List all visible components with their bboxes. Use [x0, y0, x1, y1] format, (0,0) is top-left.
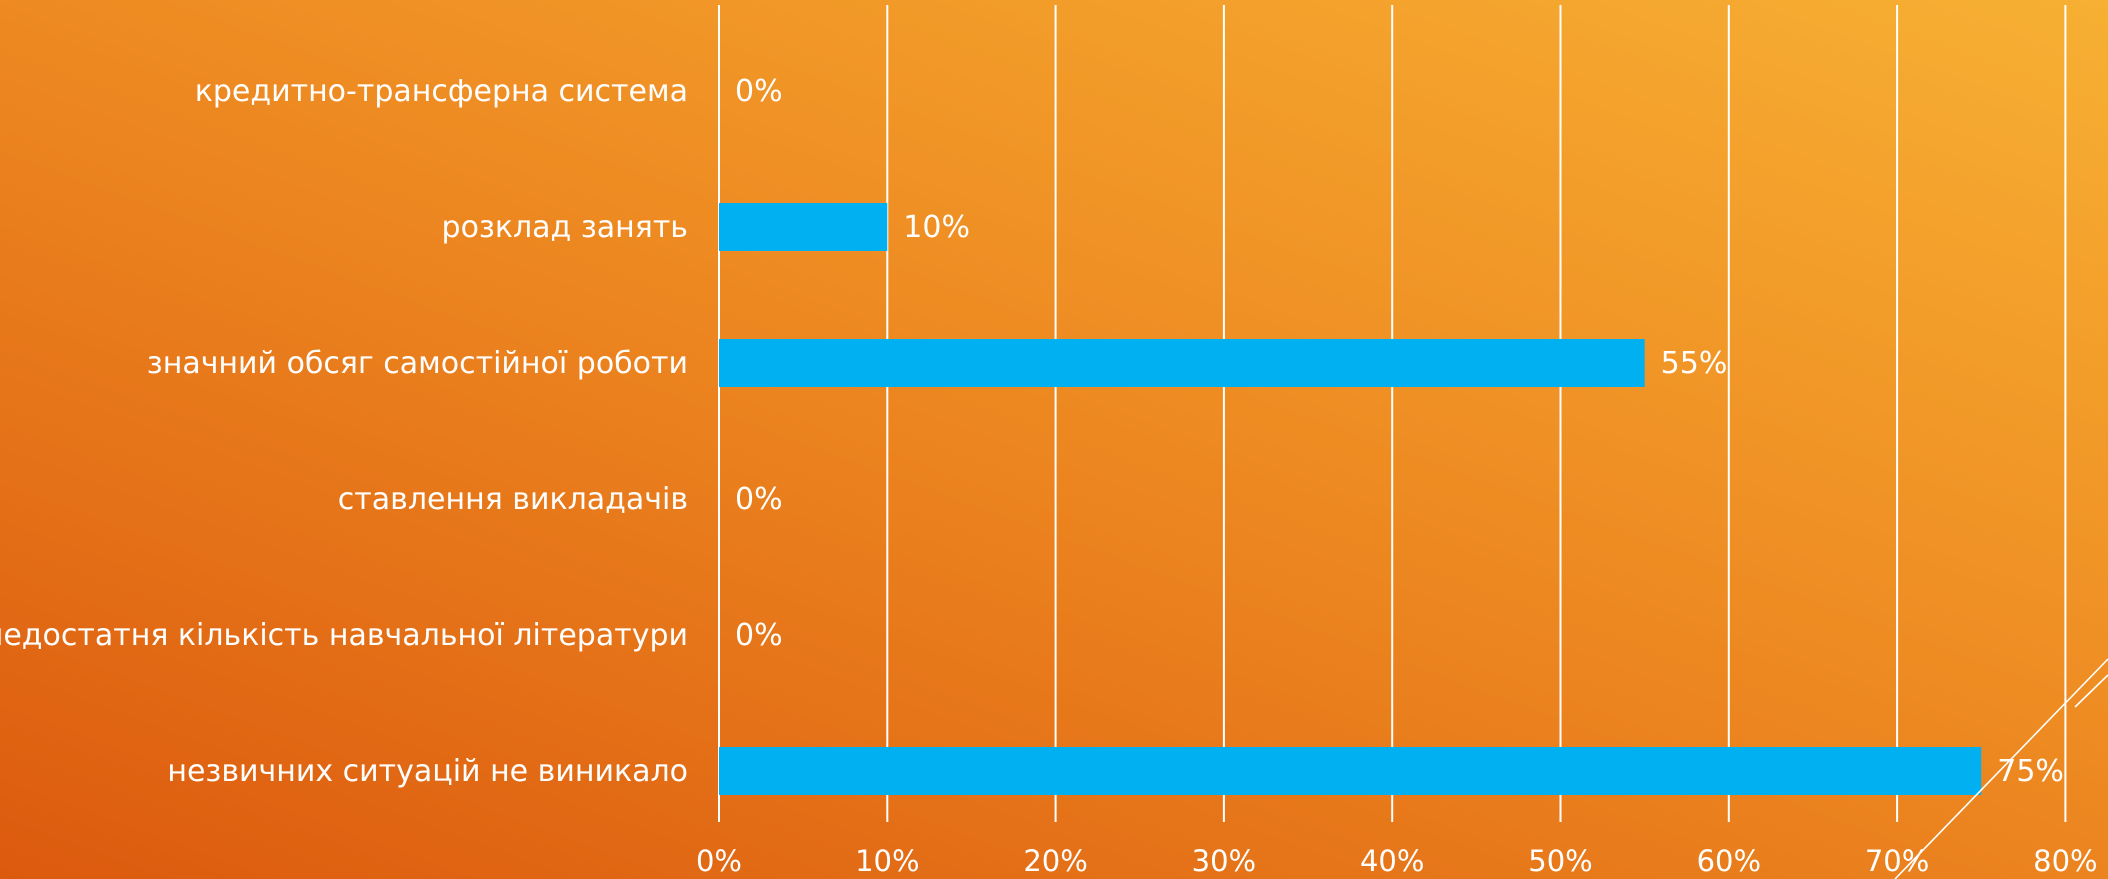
data-label: 0%	[735, 618, 783, 653]
bar	[719, 339, 1645, 387]
category-label: значний обсяг самостійної роботи	[147, 346, 688, 381]
category-label: недостатня кількість навчальної літерату…	[0, 618, 688, 653]
bar	[719, 747, 1982, 795]
category-label: розклад занять	[442, 210, 688, 245]
x-tick-label: 20%	[1023, 844, 1087, 878]
bar	[719, 203, 888, 251]
category-label: незвичних ситуацій не виникало	[167, 754, 688, 789]
x-tick-label: 10%	[855, 844, 919, 878]
decorative-diagonal-lines	[1894, 658, 2108, 879]
data-label: 10%	[903, 210, 970, 245]
x-tick-label: 40%	[1360, 844, 1424, 878]
x-tick-label: 60%	[1697, 844, 1761, 878]
bars	[719, 203, 1982, 795]
x-axis-tick-labels: 0% 10% 20% 30% 40% 50% 60% 70% 80%	[696, 844, 2098, 878]
data-label: 75%	[1997, 754, 2064, 789]
data-label: 0%	[735, 482, 783, 517]
data-labels: 0% 10% 55% 0% 0% 75%	[735, 74, 2064, 789]
x-tick-label: 0%	[696, 844, 742, 878]
gridlines	[718, 5, 2067, 822]
category-labels: кредитно-трансферна система розклад занят…	[0, 74, 688, 789]
data-label: 0%	[735, 74, 783, 109]
x-tick-label: 50%	[1528, 844, 1592, 878]
data-label: 55%	[1661, 346, 1728, 381]
x-tick-label: 80%	[2033, 844, 2097, 878]
x-tick-label: 30%	[1192, 844, 1256, 878]
x-tick-label: 70%	[1865, 844, 1929, 878]
category-label: ставлення викладачів	[338, 482, 688, 517]
category-label: кредитно-трансферна система	[195, 74, 688, 109]
